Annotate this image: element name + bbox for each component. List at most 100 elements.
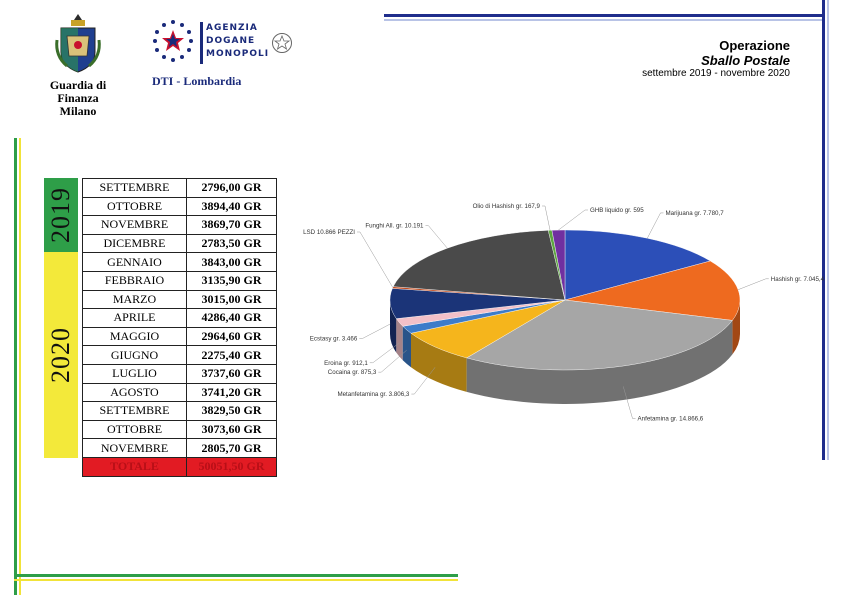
adm-subtitle: DTI - Lombardia xyxy=(152,74,242,88)
adm-wordmark: AGENZIA DOGANE MONOPOLI xyxy=(206,22,269,61)
adm-divider xyxy=(200,22,203,64)
leader-line xyxy=(738,278,769,290)
pie-labels: Marijuana gr. 7.780,7 Hashish gr. 7.045,4… xyxy=(303,203,825,422)
top-blue-stripe-light xyxy=(384,19,824,21)
slice-label: LSD 10.866 PEZZI xyxy=(303,229,355,236)
pie-side-eroina xyxy=(396,318,403,361)
year-2019-band: 2019 xyxy=(44,178,78,252)
total-label: TOTALE xyxy=(82,456,187,477)
leader-line xyxy=(558,209,588,231)
top-blue-stripe-dark xyxy=(384,14,824,17)
title-operazione: Operazione xyxy=(719,38,790,53)
value-cell: 3135,90 GR xyxy=(186,270,277,291)
title-operation-name: Sballo Postale xyxy=(701,53,790,68)
pie-side-anfetamina xyxy=(466,320,733,404)
slice-label: Cocaina gr. 875,3 xyxy=(328,369,377,376)
month-cell: NOVEMBRE xyxy=(82,438,187,458)
value-cell: 4286,40 GR xyxy=(186,308,277,328)
value-cell: 3741,20 GR xyxy=(186,382,277,403)
left-yellow-stripe xyxy=(19,138,21,595)
pie-side-ecstasy xyxy=(390,300,397,353)
month-cell: FEBBRAIO xyxy=(82,270,187,291)
right-blue-stripe-dark xyxy=(822,0,825,460)
slice-label: Hashish gr. 7.045,4 xyxy=(771,276,825,283)
year-2020-label: 2020 xyxy=(46,327,75,383)
guardia-di-finanza-logo: Guardia di Finanza Milano xyxy=(30,12,126,118)
value-cell: 3829,50 GR xyxy=(186,401,277,421)
leader-line xyxy=(359,323,391,339)
leader-line xyxy=(425,225,448,249)
slice-label: GHB liquido gr. 595 xyxy=(590,207,644,214)
gdf-name-line2: Milano xyxy=(59,104,97,118)
pie-chart: Marijuana gr. 7.780,7 Hashish gr. 7.045,4… xyxy=(303,203,825,422)
table-row: NOVEMBRE 3869,70 GR xyxy=(82,215,277,235)
year-2020-band: 2020 xyxy=(44,252,78,458)
leader-line xyxy=(378,350,407,373)
value-cell: 2964,60 GR xyxy=(186,326,277,347)
table-row: GENNAIO 3843,00 GR xyxy=(82,252,277,272)
value-cell: 2783,50 GR xyxy=(186,233,277,254)
title-block: Operazione Sballo Postale settembre 2019… xyxy=(642,38,790,79)
table-row: OTTOBRE 3894,40 GR xyxy=(82,196,277,217)
value-cell: 3843,00 GR xyxy=(186,252,277,272)
month-cell: GENNAIO xyxy=(82,252,187,272)
pie-slices xyxy=(389,229,741,371)
slice-label: Metanfetamina gr. 3.806,3 xyxy=(337,391,409,398)
pie-sides xyxy=(390,300,740,404)
leader-line xyxy=(542,205,551,231)
table-row: DICEMBRE 2783,50 GR xyxy=(82,233,277,254)
value-cell: 3015,00 GR xyxy=(186,289,277,310)
month-cell: OTTOBRE xyxy=(82,196,187,217)
pie-slice-anfetamina xyxy=(466,299,733,371)
table-row: MARZO 3015,00 GR xyxy=(82,289,277,310)
slice-label: Eroina gr. 912,1 xyxy=(324,360,368,367)
month-cell: AGOSTO xyxy=(82,382,187,403)
pie-slice-funghi-allucinogeni xyxy=(392,230,566,301)
table-row: APRILE 4286,40 GR xyxy=(82,308,277,328)
month-cell: DICEMBRE xyxy=(82,233,187,254)
value-cell: 3869,70 GR xyxy=(186,215,277,235)
pie-side-metanfetamina xyxy=(410,333,467,392)
total-value: 50051,50 GR xyxy=(186,456,277,477)
republic-emblem-icon xyxy=(272,33,292,53)
value-cell: 3073,60 GR xyxy=(186,419,277,440)
month-cell: NOVEMBRE xyxy=(82,215,187,235)
leader-line xyxy=(647,212,664,239)
year-2019-label: 2019 xyxy=(46,187,75,243)
month-cell: MAGGIO xyxy=(82,326,187,347)
month-cell: SETTEMBRE xyxy=(82,178,187,198)
table-row: AGOSTO 3741,20 GR xyxy=(82,382,277,403)
pie-slice-hashish xyxy=(564,260,741,321)
bottom-yellow-stripe xyxy=(14,579,458,581)
leader-line xyxy=(622,386,636,419)
value-cell: 2796,00 GR xyxy=(186,178,277,198)
slice-label: Funghi All. gr. 10.191 xyxy=(365,223,424,230)
table-row: SETTEMBRE 3829,50 GR xyxy=(82,401,277,421)
adm-line3: MONOPOLI xyxy=(206,49,270,59)
value-cell: 2805,70 GR xyxy=(186,438,277,458)
right-blue-stripe-light xyxy=(827,0,829,460)
month-cell: GIUGNO xyxy=(82,345,187,365)
month-cell: LUGLIO xyxy=(82,363,187,384)
table-row: OTTOBRE 3073,60 GR xyxy=(82,419,277,440)
slice-label: Anfetamina gr. 14.866,6 xyxy=(638,415,704,422)
gdf-crest-icon xyxy=(55,14,101,73)
table-row: GIUGNO 2275,40 GR xyxy=(82,345,277,365)
left-green-stripe xyxy=(14,138,17,595)
slice-label: Olio di Hashish gr. 167,9 xyxy=(473,203,541,210)
table-row: MAGGIO 2964,60 GR xyxy=(82,326,277,347)
slice-label: Ecstasy gr. 3.466 xyxy=(310,336,358,343)
table-row: FEBBRAIO 3135,90 GR xyxy=(82,270,277,291)
pie-side-cocaina xyxy=(402,326,411,368)
leader-line xyxy=(357,231,394,288)
table-row: LUGLIO 3737,60 GR xyxy=(82,363,277,384)
month-cell: SETTEMBRE xyxy=(82,401,187,421)
slice-label: Marijuana gr. 7.780,7 xyxy=(666,210,725,217)
month-cell: APRILE xyxy=(82,308,187,328)
value-cell: 3737,60 GR xyxy=(186,363,277,384)
gdf-name-line1: Guardia di Finanza xyxy=(49,78,107,105)
bottom-green-stripe xyxy=(14,574,458,577)
table-row: SETTEMBRE 2796,00 GR xyxy=(82,178,277,198)
value-cell: 2275,40 GR xyxy=(186,345,277,365)
title-period: settembre 2019 - novembre 2020 xyxy=(642,68,790,79)
